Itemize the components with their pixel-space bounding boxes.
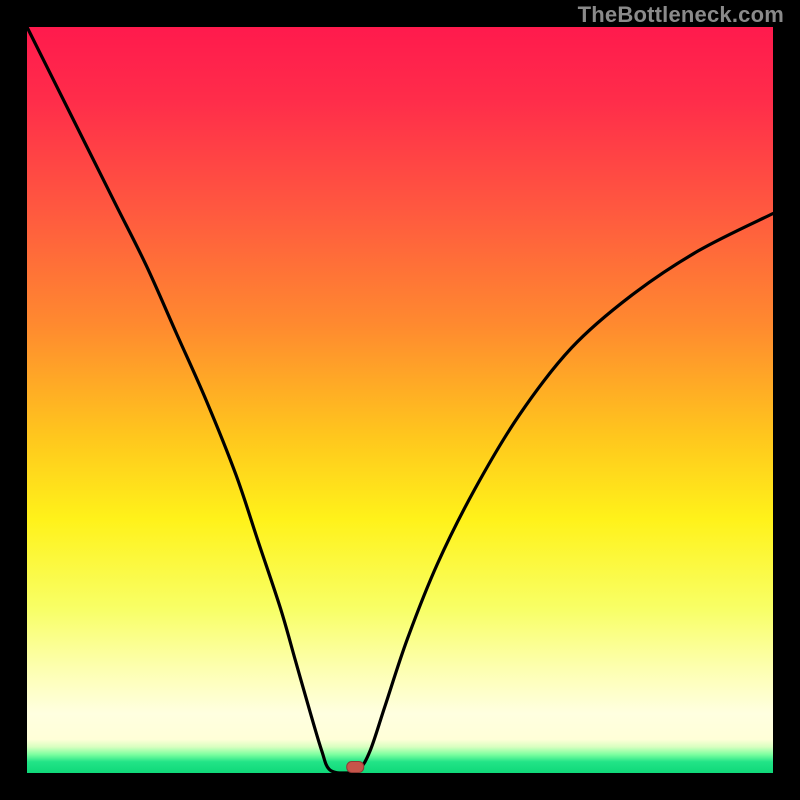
- chart-container: TheBottleneck.com: [0, 0, 800, 800]
- optimum-marker: [347, 762, 364, 773]
- bottleneck-chart: [0, 0, 800, 800]
- watermark-text: TheBottleneck.com: [578, 2, 784, 28]
